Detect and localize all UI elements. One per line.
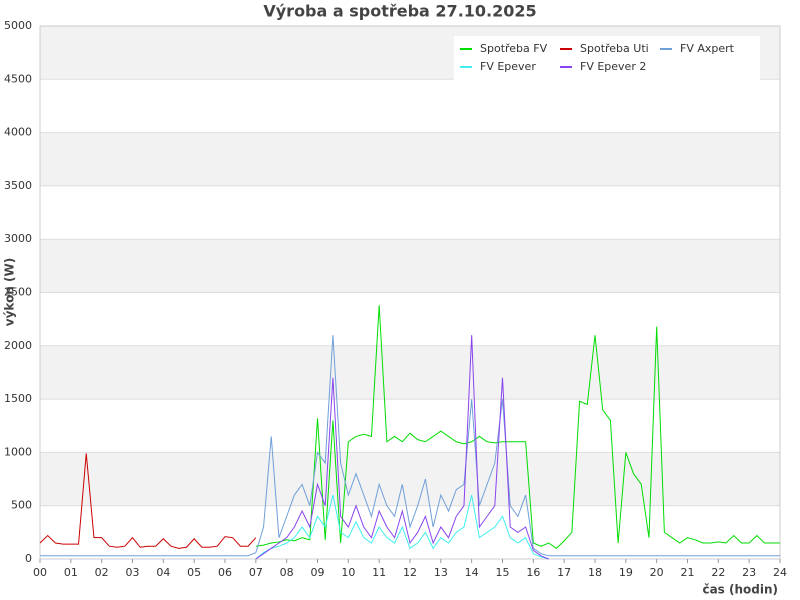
y-tick-label: 1500 <box>4 392 32 405</box>
x-tick-label: 16 <box>526 566 540 579</box>
grid-band <box>40 132 780 186</box>
series-line <box>255 335 549 560</box>
x-tick-label: 20 <box>650 566 664 579</box>
y-tick-label: 1000 <box>4 445 32 458</box>
x-tick-label: 08 <box>280 566 294 579</box>
x-tick-label: 17 <box>557 566 571 579</box>
x-tick-label: 23 <box>742 566 756 579</box>
x-tick-label: 21 <box>681 566 695 579</box>
x-tick-label: 18 <box>588 566 602 579</box>
y-tick-label: 2000 <box>4 339 32 352</box>
y-tick-label: 500 <box>11 499 32 512</box>
legend-label: Spotřeba Uti <box>580 42 649 55</box>
y-tick-label: 0 <box>25 552 32 565</box>
x-tick-label: 24 <box>773 566 787 579</box>
series-line <box>255 494 549 560</box>
x-tick-label: 02 <box>95 566 109 579</box>
legend-label: Spotřeba FV <box>480 42 548 55</box>
y-tick-label: 4500 <box>4 72 32 85</box>
x-tick-label: 09 <box>311 566 325 579</box>
x-tick-label: 05 <box>187 566 201 579</box>
y-tick-label: 5000 <box>4 19 32 32</box>
series-line <box>255 305 780 549</box>
series-line <box>40 335 780 557</box>
grid-band <box>40 345 780 400</box>
x-axis-label: čas (hodin) <box>702 583 778 597</box>
legend-box <box>454 36 760 80</box>
y-axis-label: výkon (W) <box>3 258 17 326</box>
x-tick-label: 14 <box>465 566 479 579</box>
x-tick-label: 00 <box>33 566 47 579</box>
legend-label: FV Epever <box>480 60 536 73</box>
y-tick-label: 4000 <box>4 126 32 139</box>
y-tick-label: 3000 <box>4 232 32 245</box>
x-tick-label: 12 <box>403 566 417 579</box>
x-tick-label: 13 <box>434 566 448 579</box>
x-tick-label: 04 <box>156 566 170 579</box>
x-tick-label: 11 <box>372 566 386 579</box>
legend-label: FV Axpert <box>680 42 735 55</box>
chart-title: Výroba a spotřeba 27.10.2025 <box>263 2 536 21</box>
x-tick-label: 15 <box>496 566 510 579</box>
x-tick-label: 22 <box>711 566 725 579</box>
grid-band <box>40 452 780 506</box>
x-tick-label: 03 <box>126 566 140 579</box>
x-tick-label: 06 <box>218 566 232 579</box>
x-tick-label: 01 <box>64 566 78 579</box>
grid-band <box>40 239 780 293</box>
x-tick-label: 10 <box>341 566 355 579</box>
y-tick-label: 3500 <box>4 179 32 192</box>
x-tick-label: 07 <box>249 566 263 579</box>
legend-label: FV Epever 2 <box>580 60 646 73</box>
x-tick-label: 19 <box>619 566 633 579</box>
y-tick-label: 2500 <box>4 286 32 299</box>
series-line <box>39 453 257 549</box>
